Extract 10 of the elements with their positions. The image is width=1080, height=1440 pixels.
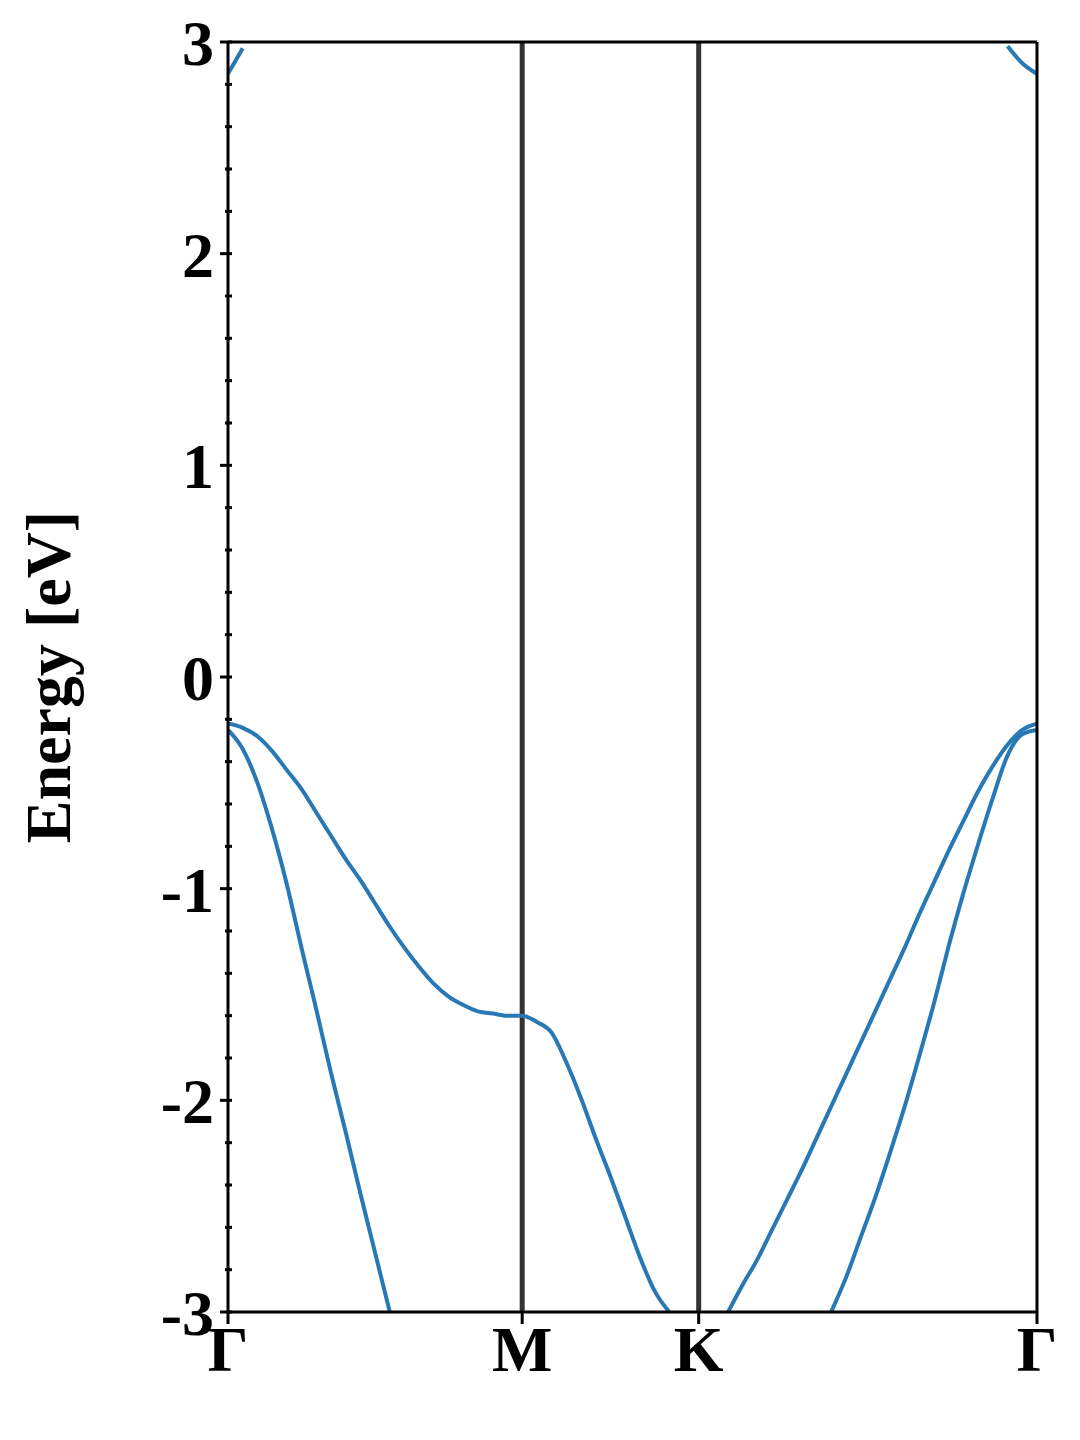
x-tick-label: M: [491, 1314, 553, 1386]
y-axis-title: Energy [eV]: [13, 510, 84, 844]
y-tick-label: 2: [182, 219, 214, 291]
y-tick-label: -2: [160, 1066, 214, 1138]
x-tick-label: K: [673, 1314, 724, 1386]
y-tick-label: 0: [182, 643, 214, 715]
y-tick-label: -1: [160, 854, 214, 926]
y-tick-label: 1: [182, 431, 214, 503]
y-tick-label: 3: [182, 8, 214, 80]
x-tick-label: Γ: [1016, 1314, 1058, 1386]
